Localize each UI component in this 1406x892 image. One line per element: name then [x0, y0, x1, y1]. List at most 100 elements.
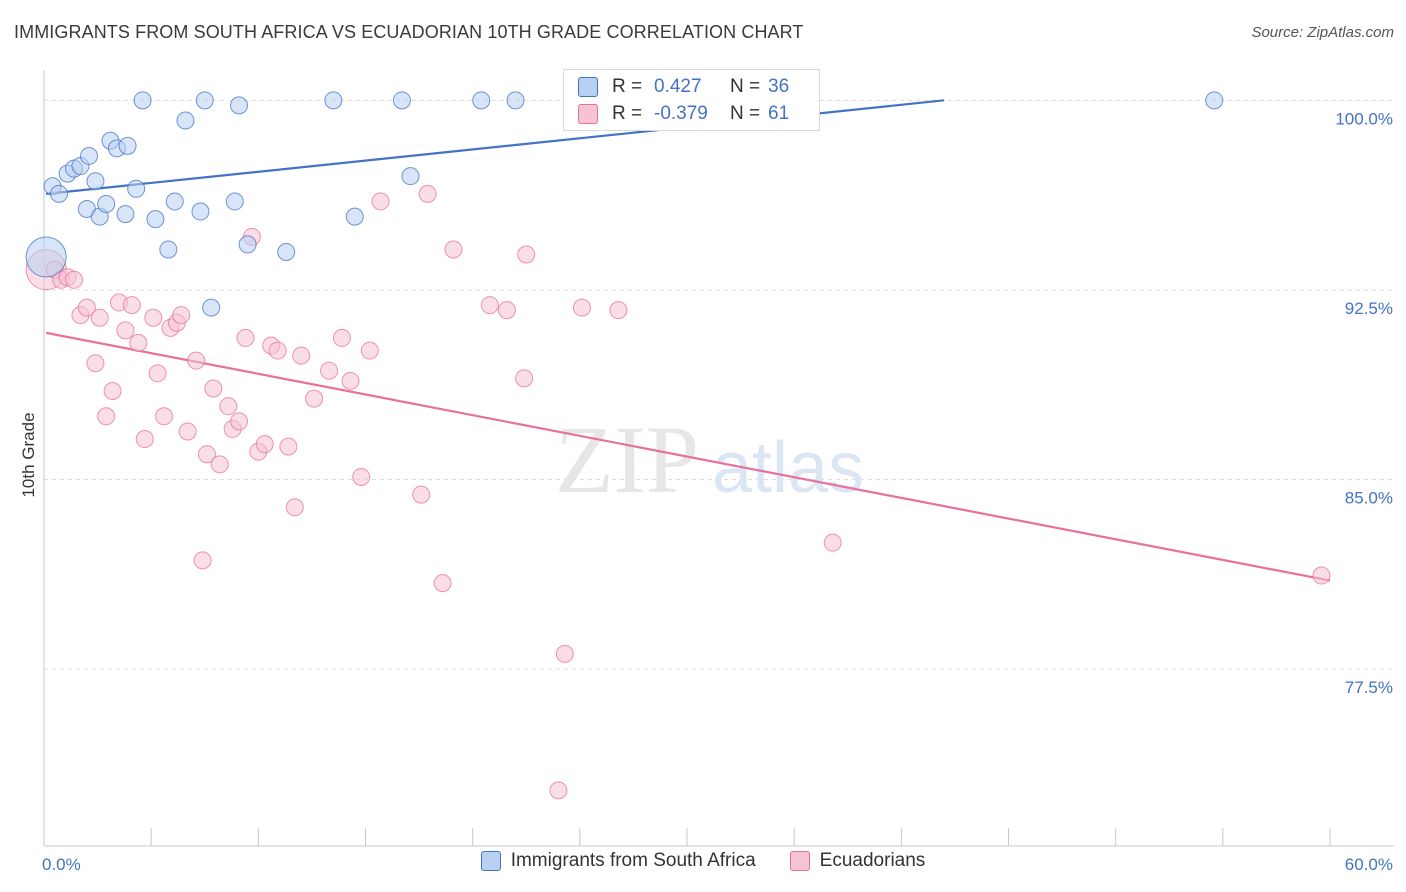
point-ecuadorian [517, 245, 536, 264]
point-ecuadorian [65, 270, 84, 289]
point-ecuadorian [412, 485, 431, 504]
point-ecuadorian [255, 435, 274, 454]
point-south-africa [277, 242, 296, 261]
point-south-africa [202, 298, 221, 317]
point-south-africa [195, 91, 214, 110]
point-south-africa [1205, 91, 1224, 110]
point-ecuadorian [609, 301, 628, 320]
x-tick-label: 60.0% [1345, 855, 1393, 874]
stats-swatch-south-africa [578, 77, 598, 97]
point-south-africa [225, 192, 244, 211]
point-ecuadorian [90, 308, 109, 327]
point-south-africa [86, 172, 105, 191]
point-ecuadorian [144, 308, 163, 327]
point-ecuadorian [823, 533, 842, 552]
watermark-atlas: atlas [712, 428, 864, 508]
point-south-africa [401, 167, 420, 186]
point-ecuadorian [219, 397, 238, 416]
n-label: N = [730, 76, 761, 97]
point-south-africa [238, 235, 257, 254]
point-ecuadorian [129, 333, 148, 352]
point-ecuadorian [210, 455, 229, 474]
point-ecuadorian [193, 551, 212, 570]
legend-swatch-south-africa [480, 851, 501, 871]
point-south-africa [50, 184, 69, 203]
point-south-africa [159, 240, 178, 259]
point-ecuadorian [187, 351, 206, 370]
watermark-zip: ZIP [555, 406, 699, 513]
y-tick-label: 77.5% [1345, 678, 1393, 697]
point-south-africa [116, 205, 135, 224]
point-south-africa [506, 91, 525, 110]
legend-item-south-africa[interactable]: Immigrants from South Africa [480, 850, 756, 872]
point-ecuadorian [97, 407, 116, 426]
point-ecuadorian [230, 412, 249, 431]
point-south-africa [472, 91, 491, 110]
point-ecuadorian [116, 321, 135, 340]
axes [43, 70, 1394, 847]
axis-labels: 77.5% 85.0% 92.5% 100.0% 0.0% 60.0% [42, 109, 1393, 874]
point-ecuadorian [155, 407, 174, 426]
point-ecuadorian [418, 184, 437, 203]
point-ecuadorian [480, 296, 499, 315]
r-value: -0.379 [654, 103, 708, 124]
point-ecuadorian [86, 354, 105, 373]
point-ecuadorian [572, 298, 591, 317]
point-ecuadorian [320, 361, 339, 380]
n-value: 36 [768, 76, 790, 97]
n-value: 61 [768, 103, 790, 124]
point-ecuadorian [305, 389, 324, 408]
y-tick-label: 85.0% [1345, 488, 1393, 507]
point-ecuadorian [103, 382, 122, 401]
r-label: R = [612, 76, 643, 97]
point-south-africa [191, 202, 210, 221]
point-ecuadorian [204, 379, 223, 398]
point-south-africa [118, 136, 137, 155]
point-ecuadorian [555, 644, 574, 663]
source-label[interactable]: Source: ZipAtlas.com [1251, 24, 1394, 41]
point-ecuadorian [197, 445, 216, 464]
point-ecuadorian [77, 298, 96, 317]
point-south-africa [324, 91, 343, 110]
watermark: ZIP atlas [555, 406, 864, 513]
point-ecuadorian [279, 437, 298, 456]
data-points [25, 91, 1331, 800]
gridlines [44, 99, 1394, 670]
stats-legend: R = 0.427 N = 36 R = -0.379 N = 61 [563, 69, 820, 131]
point-ecuadorian [332, 328, 351, 347]
r-value: 0.427 [654, 76, 702, 97]
point-ecuadorian [148, 364, 167, 383]
point-ecuadorian [371, 192, 390, 211]
point-ecuadorian [268, 341, 287, 360]
stats-swatch-ecuadorians [578, 104, 598, 124]
chart-title: IMMIGRANTS FROM SOUTH AFRICA VS ECUADORI… [14, 22, 804, 42]
legend-label-ecuadorians: Ecuadorians [819, 850, 926, 871]
point-south-africa [80, 146, 99, 165]
y-tick-label: 92.5% [1345, 299, 1393, 318]
n-label: N = [730, 103, 761, 124]
point-ecuadorian [236, 328, 255, 347]
point-ecuadorian [172, 306, 191, 325]
point-south-africa [165, 192, 184, 211]
point-south-africa [97, 194, 116, 213]
point-ecuadorian [285, 498, 304, 517]
point-south-africa [127, 179, 146, 198]
series-legend: Immigrants from South Africa Ecuadorians [0, 850, 1406, 872]
y-axis-title: 10th Grade [19, 412, 38, 497]
point-ecuadorian [549, 781, 568, 800]
point-south-africa [146, 210, 165, 229]
point-south-africa [25, 236, 67, 278]
point-ecuadorian [497, 301, 516, 320]
point-ecuadorian [178, 422, 197, 441]
legend-item-ecuadorians[interactable]: Ecuadorians [789, 850, 926, 872]
point-ecuadorian [122, 296, 141, 315]
point-ecuadorian [292, 346, 311, 365]
point-ecuadorian [515, 369, 534, 388]
legend-swatch-ecuadorians [789, 851, 810, 871]
legend-label-south-africa: Immigrants from South Africa [510, 850, 756, 871]
point-ecuadorian [1312, 566, 1331, 585]
point-south-africa [176, 111, 195, 130]
stats-row-ecuadorians: R = -0.379 N = 61 [578, 101, 789, 127]
point-south-africa [133, 91, 152, 110]
